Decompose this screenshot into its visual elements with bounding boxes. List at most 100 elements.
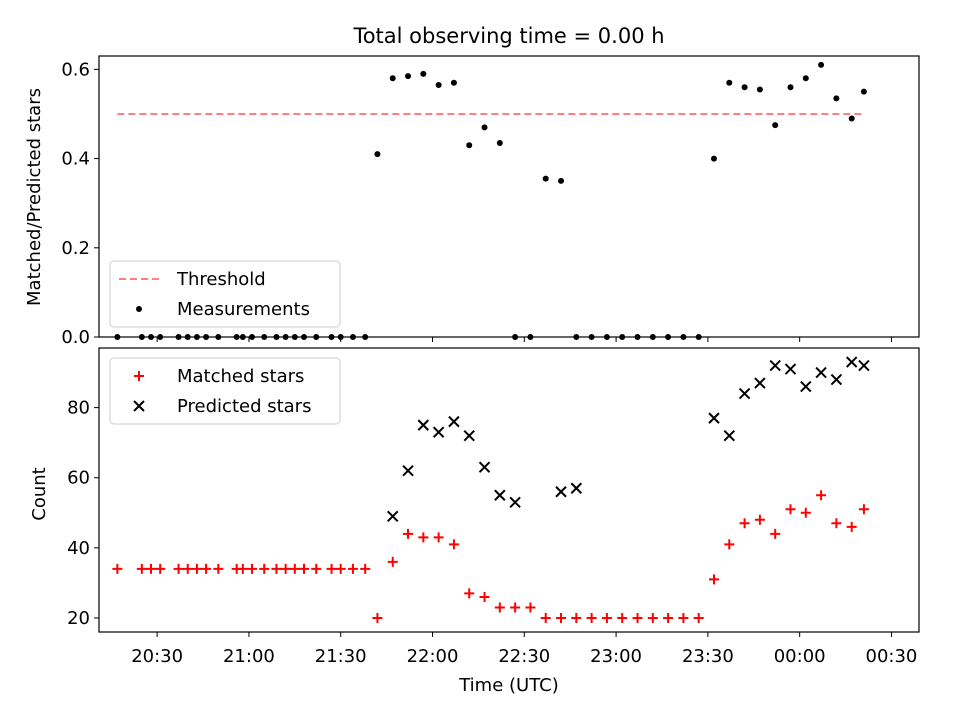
matched-star-point bbox=[754, 514, 765, 525]
matched-star-point bbox=[831, 518, 842, 529]
matched-star-point bbox=[464, 588, 475, 599]
matched-star-point bbox=[647, 612, 658, 623]
legend-label: Matched stars bbox=[177, 366, 304, 387]
measurement-point bbox=[542, 175, 549, 182]
bottom-y-axis-label: Count bbox=[29, 467, 50, 520]
measurement-point bbox=[741, 84, 748, 91]
predicted-star-point bbox=[509, 496, 521, 508]
y-tick-label: 0.4 bbox=[61, 149, 90, 170]
matched-star-point bbox=[858, 504, 869, 515]
y-tick-label: 0.2 bbox=[61, 238, 90, 259]
y-tick-label: 20 bbox=[67, 608, 90, 629]
measurement-point bbox=[374, 151, 381, 158]
legend-label: Threshold bbox=[176, 269, 266, 290]
matched-star-point bbox=[335, 563, 346, 574]
x-tick-label: 00:00 bbox=[774, 646, 826, 667]
matched-star-point bbox=[289, 563, 300, 574]
measurement-point bbox=[848, 115, 855, 122]
measurement-point bbox=[787, 84, 794, 91]
x-tick-label: 22:30 bbox=[498, 646, 550, 667]
matched-star-point bbox=[403, 528, 414, 539]
x-tick-label: 21:30 bbox=[315, 646, 367, 667]
measurement-point bbox=[558, 177, 565, 184]
predicted-star-point bbox=[800, 380, 812, 393]
matched-star-point bbox=[433, 532, 444, 543]
x-tick-label: 00:30 bbox=[866, 646, 918, 667]
predicted-star-point bbox=[494, 489, 506, 501]
matched-star-point bbox=[280, 563, 291, 574]
matched-star-point bbox=[739, 518, 750, 529]
matched-star-point bbox=[479, 591, 490, 602]
measurement-point bbox=[405, 73, 412, 80]
x-tick-label: 23:30 bbox=[682, 646, 734, 667]
measurement-point bbox=[481, 124, 488, 131]
matched-star-point bbox=[816, 490, 827, 501]
predicted-star-point bbox=[784, 363, 797, 375]
matched-star-point bbox=[601, 612, 612, 623]
predicted-star-point bbox=[738, 387, 751, 400]
matched-star-point bbox=[112, 563, 123, 574]
matched-star-point bbox=[770, 528, 781, 539]
matched-star-point bbox=[201, 563, 212, 574]
matched-star-point bbox=[709, 574, 719, 585]
top-y-axis-label: Matched/Predicted stars bbox=[24, 88, 45, 306]
measurement-point bbox=[496, 139, 503, 146]
matched-star-point bbox=[663, 612, 674, 623]
matched-star-point bbox=[724, 539, 735, 550]
matched-star-point bbox=[448, 539, 459, 550]
legend-predicted-swatch bbox=[133, 400, 145, 412]
measurement-point bbox=[711, 155, 717, 162]
axes-frame bbox=[98, 347, 920, 633]
matched-star-point bbox=[237, 563, 248, 574]
predicted-star-point bbox=[570, 482, 583, 494]
matched-star-point bbox=[785, 504, 796, 515]
measurement-point bbox=[435, 81, 442, 88]
matched-star-point bbox=[246, 563, 257, 574]
matched-star-point bbox=[540, 612, 551, 623]
matched-star-point bbox=[155, 563, 166, 574]
count-panel: 20:30 21:00 21:30 22:00 22:30 23:00 23:30 00:00… bbox=[67, 347, 920, 667]
axes-frame bbox=[98, 55, 920, 338]
matched-star-point bbox=[617, 612, 628, 623]
ratio-panel: 0.0 0.2 0.4 0.6 Threshold Measurements bbox=[61, 55, 920, 348]
matched-star-point bbox=[136, 563, 147, 574]
matched-star-point bbox=[146, 563, 157, 574]
predicted-star-point bbox=[723, 429, 736, 442]
x-tick-label: 20:30 bbox=[131, 646, 183, 667]
legend-box bbox=[109, 357, 341, 425]
legend: Threshold Measurements bbox=[109, 260, 341, 328]
x-tick-label: 23:00 bbox=[590, 646, 642, 667]
legend: Matched stars Predicted stars bbox=[109, 357, 341, 425]
measurement-point bbox=[756, 86, 763, 93]
matched-star-point bbox=[326, 563, 337, 574]
predicted-star-point bbox=[754, 377, 766, 389]
predicted-star-point bbox=[417, 419, 430, 431]
predicted-star-point bbox=[845, 356, 858, 368]
matched-star-point bbox=[173, 563, 184, 574]
predicted-star-point bbox=[402, 465, 414, 477]
predicted-star-point bbox=[708, 412, 720, 424]
y-tick-label: 0.0 bbox=[61, 327, 90, 348]
legend-box bbox=[109, 260, 341, 328]
y-tick-label: 60 bbox=[67, 468, 90, 489]
matched-star-point bbox=[800, 507, 811, 518]
matched-star-point bbox=[271, 563, 282, 574]
x-tick-label: 22:00 bbox=[407, 646, 459, 667]
chart-title: Total observing time = 0.00 h bbox=[352, 24, 664, 48]
matched-star-point bbox=[191, 563, 202, 574]
x-axis-label: Time (UTC) bbox=[458, 675, 559, 696]
predicted-star-point bbox=[858, 359, 870, 372]
legend-label: Predicted stars bbox=[177, 396, 311, 417]
measurement-point bbox=[818, 61, 825, 68]
measurement-point bbox=[833, 95, 840, 102]
matched-star-point bbox=[525, 602, 536, 613]
matched-star-point bbox=[418, 532, 429, 543]
legend-matched-swatch bbox=[134, 371, 144, 381]
matched-star-point bbox=[360, 563, 371, 574]
matched-star-point bbox=[213, 563, 224, 574]
predicted-star-point bbox=[555, 486, 567, 498]
matched-star-point bbox=[510, 602, 521, 613]
measurement-point bbox=[420, 70, 427, 77]
measurement-point bbox=[389, 75, 396, 82]
